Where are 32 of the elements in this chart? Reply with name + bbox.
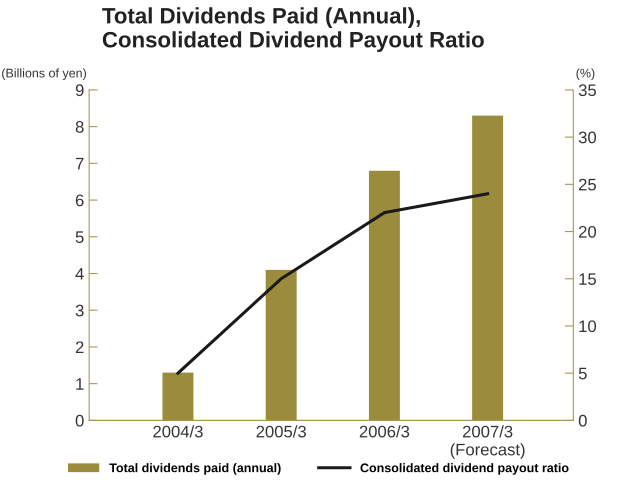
y-tick-label: 3 <box>76 304 84 316</box>
bar <box>472 116 504 420</box>
x-tick-label: 2005/3 <box>256 425 306 438</box>
bar <box>162 372 194 420</box>
y-tick-label: 9 <box>76 84 84 96</box>
y2-axis-title: (%) <box>576 68 594 80</box>
y2-tick-label: 15 <box>579 273 596 285</box>
line-series <box>176 192 490 375</box>
y2-tick-label: 20 <box>579 226 596 238</box>
bar <box>266 270 297 420</box>
y2-tick-label: 10 <box>579 320 596 332</box>
x-tick-label: 2004/3 <box>153 425 203 438</box>
y-tick-label: 4 <box>75 268 84 280</box>
legend-label: Total dividends paid (annual) <box>109 463 281 475</box>
y2-tick-label: 5 <box>578 368 587 380</box>
y-tick-label: 5 <box>76 231 84 243</box>
y2-tick-label: 35 <box>578 84 596 96</box>
y2-tick-label: 30 <box>578 132 596 144</box>
y-tick-label: 1 <box>76 378 84 390</box>
chart-title: Total Dividends Paid (Annual), Consolidated Dividend Payout Ratio <box>102 7 484 52</box>
x-tick-label: 2007/3 (Forecast) <box>450 425 525 459</box>
y-tick-label: 7 <box>76 158 84 170</box>
y-axis-title: (Billions of yen) <box>2 68 86 80</box>
y2-tick-label: 0 <box>578 414 587 427</box>
y-tick-label: 8 <box>76 121 84 133</box>
y-tick-label: 0 <box>76 414 84 427</box>
x-tick-label: 2006/3 <box>360 425 410 438</box>
y2-tick-label: 25 <box>579 178 596 191</box>
y-tick-label: 6 <box>76 194 84 206</box>
y-tick-label: 2 <box>76 341 84 353</box>
legend-label: Consolidated dividend payout ratio <box>360 463 569 475</box>
bar <box>368 170 400 420</box>
